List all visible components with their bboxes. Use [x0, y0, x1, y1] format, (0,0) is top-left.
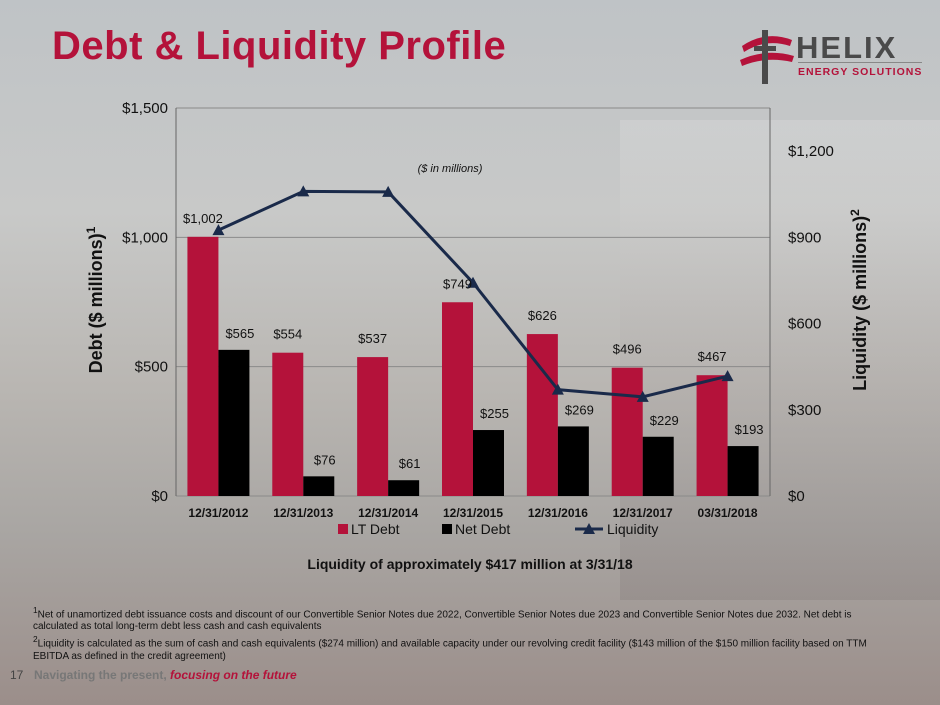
company-logo: HELIX ENERGY SOLUTIONS — [736, 26, 926, 86]
axes: $0 $500 $1,000 $1,500 $0 $300 $600 $900 $1,200 12… — [122, 100, 834, 520]
data-label-net-debt: $565 — [225, 326, 254, 341]
liquidity-line — [212, 185, 734, 402]
bar-net-debt — [642, 436, 674, 496]
x-tick-label: 12/31/2015 — [443, 506, 503, 520]
legend-marker-liquidity — [583, 523, 595, 534]
data-label-net-debt: $229 — [650, 413, 679, 428]
x-tick-label: 12/31/2016 — [528, 506, 588, 520]
data-label-net-debt: $269 — [565, 402, 594, 417]
legend-swatch-lt-debt — [338, 524, 348, 534]
bar-lt-debt — [357, 357, 389, 496]
legend-label-liquidity: Liquidity — [607, 521, 658, 537]
y2-axis-title: Liquidity ($ millions)2 — [848, 209, 870, 391]
liquidity-point — [297, 185, 310, 197]
liquidity-point — [467, 276, 479, 288]
bar-net-debt — [557, 426, 589, 496]
liquidity-point — [212, 224, 225, 236]
y2-tick-label: $900 — [788, 229, 821, 246]
bar-lt-debt — [696, 375, 728, 496]
x-tick-label: 12/31/2012 — [188, 506, 248, 520]
helix-logo-icon — [740, 30, 794, 84]
data-label-net-debt: $76 — [314, 452, 336, 467]
page-title: Debt & Liquidity Profile — [52, 24, 507, 68]
x-tick-label: 12/31/2013 — [273, 506, 333, 520]
data-label-net-debt: $255 — [480, 406, 509, 421]
x-tick-label: 12/31/2014 — [358, 506, 418, 520]
liquidity-summary: Liquidity of approximately $417 million … — [307, 556, 633, 572]
liquidity-point — [551, 383, 564, 395]
units-annotation: ($ in millions) — [418, 163, 483, 175]
y2-tick-label: $600 — [788, 316, 821, 333]
y2-tick-label: $0 — [788, 488, 805, 505]
bar-net-debt — [303, 476, 335, 496]
bar-lt-debt — [526, 334, 558, 496]
liquidity-point — [382, 185, 395, 197]
footnotes: 1Net of unamortized debt issuance costs … — [33, 604, 893, 663]
page-number: 17 — [10, 668, 24, 682]
legend-label-lt-debt: LT Debt — [351, 521, 400, 537]
y-tick-label: $500 — [135, 359, 168, 376]
y-tick-label: $1,000 — [122, 229, 168, 246]
data-label-lt-debt: $537 — [358, 331, 387, 346]
bar-lt-debt — [611, 367, 643, 496]
bars — [187, 236, 759, 497]
legend-label-net-debt: Net Debt — [455, 521, 510, 537]
data-label-lt-debt: $496 — [613, 342, 642, 357]
bar-lt-debt — [272, 352, 304, 496]
footnote-2: 2Liquidity is calculated as the sum of c… — [33, 634, 867, 662]
bar-lt-debt — [187, 236, 219, 497]
legend-swatch-net-debt — [442, 524, 452, 534]
data-label-lt-debt: $749 — [443, 276, 472, 291]
data-label-net-debt: $193 — [735, 422, 764, 437]
bar-net-debt — [388, 480, 420, 496]
logo-subtitle: ENERGY SOLUTIONS — [798, 62, 923, 78]
data-label-lt-debt: $1,002 — [183, 211, 223, 226]
debt-liquidity-chart: $1,002 $565 $554 $76 $537 $61 $749 $255 $626 $269… — [84, 100, 870, 537]
footer-tagline: Navigating the present, focusing on the … — [34, 668, 297, 682]
legend: LT Debt Net Debt Liquidity — [338, 521, 658, 537]
y-axis-title: Debt ($ millions)1 — [84, 226, 106, 373]
y2-tick-label: $300 — [788, 402, 821, 419]
y-tick-label: $1,500 — [122, 100, 168, 117]
data-label-lt-debt: $467 — [698, 349, 727, 364]
liquidity-point — [636, 390, 649, 402]
footnote-1: 1Net of unamortized debt issuance costs … — [33, 605, 852, 633]
x-tick-label: 12/31/2017 — [613, 506, 673, 520]
background-photo — [620, 120, 940, 600]
y-tick-label: $0 — [151, 488, 168, 505]
logo-wordmark: HELIX — [796, 30, 898, 65]
bar-net-debt — [218, 349, 250, 496]
liquidity-point — [721, 370, 734, 382]
bar-lt-debt — [442, 302, 473, 496]
data-label-lt-debt: $626 — [528, 308, 557, 323]
bar-net-debt — [727, 446, 759, 496]
x-tick-label: 03/31/2018 — [698, 506, 758, 520]
data-label-lt-debt: $554 — [273, 327, 302, 342]
data-labels: $1,002 $565 $554 $76 $537 $61 $749 $255 $626 $269… — [183, 211, 763, 471]
data-label-net-debt: $61 — [399, 456, 421, 471]
bar-net-debt — [473, 430, 504, 496]
y2-tick-label: $1,200 — [788, 143, 834, 160]
